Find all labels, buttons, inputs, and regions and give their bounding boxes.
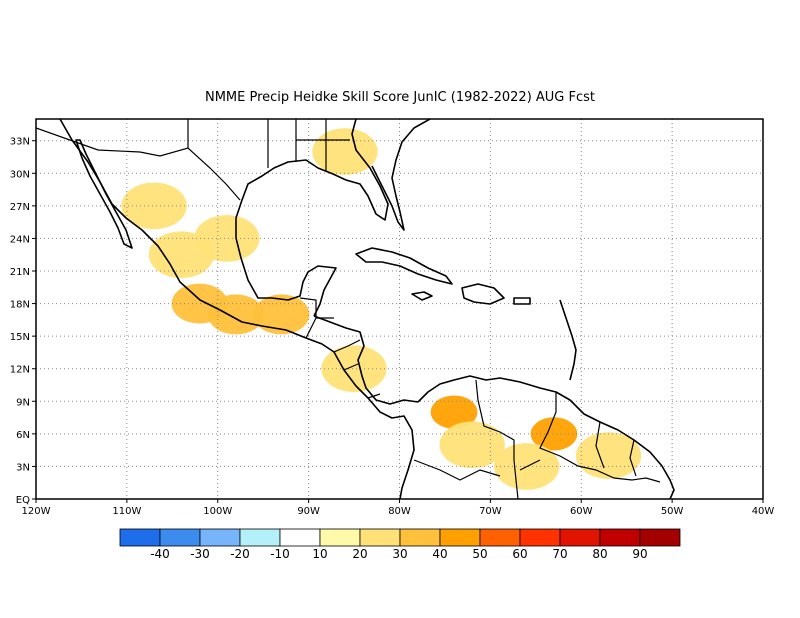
colorbar-label-5: 20	[352, 547, 367, 561]
lon-label-8: 40W	[752, 506, 775, 517]
skill-region-3	[207, 294, 264, 335]
colorbar-label-2: -20	[230, 547, 250, 561]
lat-label-6: 18N	[10, 300, 30, 311]
lon-label-3: 90W	[297, 506, 320, 517]
colorbar-swatch-1	[159, 528, 201, 547]
colorbar-swatch-4	[279, 528, 321, 547]
skill-region-8	[439, 421, 505, 469]
plot-area	[36, 119, 763, 499]
lat-label-5: 15N	[10, 332, 30, 343]
colorbar-swatch-8	[439, 528, 481, 547]
colorbar: -40 -30 -20 -10 10 20 30 40 50 60 70 80 90	[119, 528, 681, 561]
colorbar-swatch-12	[599, 528, 641, 547]
lat-label-7: 21N	[10, 267, 30, 278]
colorbar-label-3: -10	[270, 547, 290, 561]
colorbar-swatch-7	[399, 528, 441, 547]
colorbar-swatch-11	[559, 528, 601, 547]
lon-label-0: 120W	[22, 506, 51, 517]
coastlines	[59, 119, 675, 499]
lat-lon-grid	[36, 119, 763, 499]
colorbar-label-1: -30	[190, 547, 210, 561]
lon-label-6: 60W	[570, 506, 593, 517]
lat-label-8: 24N	[10, 234, 30, 245]
lat-label-0: EQ	[16, 495, 30, 506]
lat-label-1: 3N	[16, 462, 30, 473]
colorbar-label-0: -40	[150, 547, 170, 561]
colorbar-swatch-2	[199, 528, 241, 547]
lon-label-4: 80W	[388, 506, 411, 517]
lat-label-9: 27N	[10, 202, 30, 213]
colorbar-label-10: 70	[552, 547, 567, 561]
skill-region-7	[430, 395, 478, 429]
skill-region-12	[321, 345, 387, 393]
colorbar-swatch-0	[119, 528, 161, 547]
lat-label-11: 33N	[10, 137, 30, 148]
longitude-tick-labels: 120W 110W 100W 90W 80W 70W 60W 50W 40W	[22, 499, 775, 517]
colorbar-swatch-10	[519, 528, 561, 547]
lat-label-3: 9N	[16, 397, 30, 408]
colorbar-swatch-6	[359, 528, 401, 547]
colorbar-swatch-5	[319, 528, 361, 547]
political-borders	[36, 119, 661, 499]
lon-label-1: 110W	[112, 506, 141, 517]
lon-label-7: 50W	[661, 506, 684, 517]
lat-label-2: 6N	[16, 430, 30, 441]
skill-region-4	[253, 294, 310, 335]
skill-region-1	[194, 215, 260, 262]
lat-label-10: 30N	[10, 169, 30, 180]
colorbar-label-8: 50	[472, 547, 487, 561]
lon-label-5: 70W	[479, 506, 502, 517]
skill-region-5	[121, 182, 187, 230]
colorbar-label-7: 40	[432, 547, 447, 561]
lon-label-2: 100W	[203, 506, 232, 517]
skill-region-6	[312, 128, 378, 175]
map-title: NMME Precip Heidke Skill Score JunIC (19…	[205, 90, 595, 105]
colorbar-swatch-9	[479, 528, 521, 547]
skill-region-11	[575, 432, 642, 479]
colorbar-label-4: 10	[312, 547, 327, 561]
colorbar-label-12: 90	[632, 547, 647, 561]
colorbar-label-9: 60	[512, 547, 527, 561]
colorbar-label-6: 30	[392, 547, 407, 561]
colorbar-label-11: 80	[592, 547, 607, 561]
lat-label-4: 12N	[10, 365, 30, 376]
colorbar-swatch-3	[239, 528, 281, 547]
colorbar-swatch-13	[639, 528, 681, 547]
latitude-tick-labels: EQ 3N 6N 9N 12N 15N 18N 21N 24N 27N 30N 33N	[10, 137, 36, 506]
